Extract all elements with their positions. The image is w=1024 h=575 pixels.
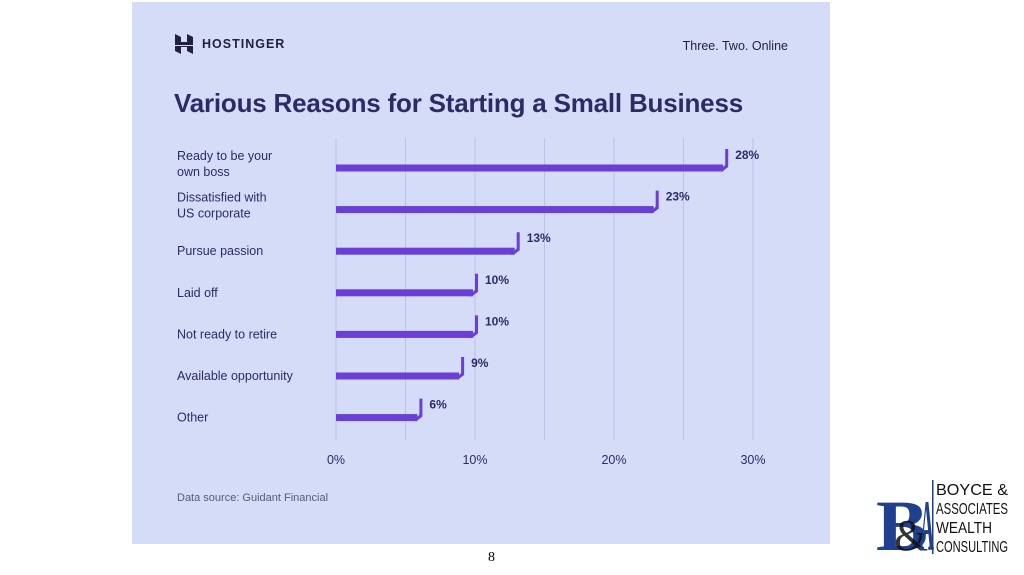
bar-cap [413,398,423,422]
grid-lines [335,138,754,440]
x-tick-labels: 0% 10% 20% 30% [327,453,766,467]
ba-logo-line: ASSOCIATES [936,501,1008,518]
bar-cap [455,357,465,380]
hostinger-logo-icon [175,34,193,54]
category-label: Pursue passion [177,244,263,258]
bar [336,206,654,214]
brand-tagline: Three. Two. Online [682,39,788,53]
data-label: 23% [666,190,690,204]
brand-name: HOSTINGER [202,37,286,51]
bar [336,330,473,338]
bar [336,372,460,380]
page-number: 8 [488,550,495,565]
category-label: Other [177,411,208,425]
data-label: 28% [735,148,759,162]
brand: HOSTINGER [174,33,285,55]
bar [336,289,473,297]
data-label: 6% [429,398,447,412]
data-label: 13% [527,231,551,245]
category-label: Available opportunity [177,369,294,383]
boyce-associates-logo: B & A BOYCE & ASSOCIATES WEALTH CONSULTI… [876,480,1008,558]
ba-logo-line: BOYCE & [936,482,1008,499]
bar-cap [469,273,478,297]
x-tick-label: 30% [740,453,765,467]
x-tick-label: 0% [327,453,345,467]
svg-text:&: & [894,511,928,558]
category-labels: Ready to be your own boss Dissatisfied wit… [177,149,294,425]
data-label: 9% [471,356,489,370]
bar [336,164,724,172]
data-label: 10% [485,314,509,328]
category-label: Dissatisfied with US corporate [177,191,267,221]
bar [336,247,515,255]
ba-logo-line: CONSULTING [936,539,1008,556]
x-tick-label: 10% [462,453,487,467]
bar-cap [649,190,659,214]
ba-logo-line: WEALTH [936,520,992,537]
infographic-panel: HOSTINGER Three. Two. Online Various Rea… [132,2,830,544]
svg-text:A: A [920,486,934,558]
category-label: Ready to be your own boss [177,149,272,179]
bar [336,414,418,422]
bar-cap [719,149,729,172]
chart-title: Various Reasons for Starting a Small Bus… [174,88,743,118]
category-label: Not ready to retire [177,327,277,341]
bar-cap [469,315,478,338]
bar-cap [510,232,520,255]
ba-monogram: B [876,486,928,558]
data-label: 10% [485,273,509,287]
data-source: Data source: Guidant Financial [177,492,329,504]
category-label: Laid off [177,286,218,300]
bars: 28% 23% 13% 10% 10% 9% 6% [336,148,760,422]
x-tick-label: 20% [601,453,626,467]
